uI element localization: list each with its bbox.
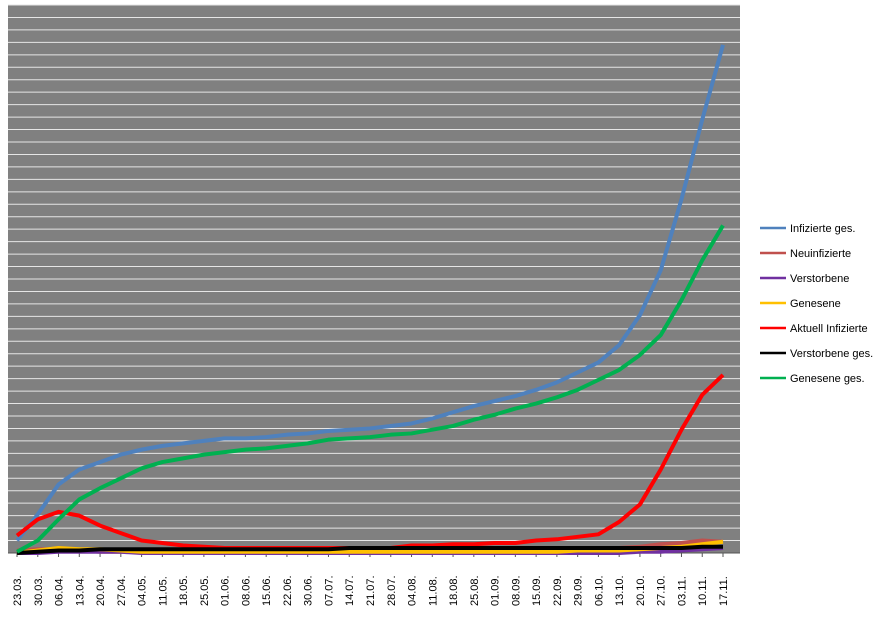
x-tick-label: 22.06. (282, 575, 294, 606)
legend-label: Verstorbene (790, 273, 849, 285)
x-tick-label: 20.04. (95, 575, 107, 606)
x-tick-label: 28.07. (386, 575, 398, 606)
legend-label: Neuinfizierte (790, 248, 851, 260)
x-tick-label: 08.06. (240, 575, 252, 606)
x-tick-label: 21.07. (365, 575, 377, 606)
legend-label: Genesene ges. (790, 373, 865, 385)
x-tick-label: 23.03. (12, 575, 24, 606)
x-tick-label: 27.04. (116, 575, 128, 606)
series-line (15, 44, 725, 542)
x-tick-label: 11.05. (157, 576, 169, 606)
x-tick-label: 15.09. (531, 575, 543, 606)
x-tick-label: 15.06. (261, 575, 273, 606)
x-tick-label: 22.09. (552, 575, 564, 606)
x-tick-label: 01.06. (220, 575, 232, 606)
legend-label: Aktuell Infizierte (790, 323, 868, 335)
x-tick-label: 08.09. (510, 575, 522, 606)
x-tick-label: 03.11. (676, 576, 688, 606)
series-line (16, 539, 724, 555)
x-tick-label: 04.08. (407, 575, 419, 606)
x-tick-label: 18.05. (178, 575, 190, 606)
x-tick-label: 25.08. (469, 575, 481, 606)
x-tick-label: 20.10. (635, 575, 647, 606)
x-tick-label: 06.10. (593, 575, 605, 606)
legend-label: Verstorbene ges. (790, 348, 873, 360)
x-tick-label: 30.06. (303, 575, 315, 606)
x-tick-label: 17.11. (718, 576, 730, 606)
series-line (16, 544, 723, 555)
legend-label: Infizierte ges. (790, 223, 855, 235)
x-tick-label: 29.09. (573, 575, 585, 606)
x-tick-label: 06.04. (54, 575, 66, 606)
x-tick-label: 07.07. (323, 575, 335, 606)
series-line (16, 224, 725, 554)
x-tick-label: 18.08. (448, 575, 460, 606)
x-tick-label: 27.10. (656, 575, 668, 606)
x-tick-label: 01.09. (490, 575, 502, 606)
x-tick-label: 11.08. (427, 576, 439, 606)
x-tick-label: 10.11. (697, 576, 709, 606)
x-tick-label: 14.07. (344, 575, 356, 606)
x-tick-label: 13.10. (614, 575, 626, 606)
x-tick-label: 04.05. (137, 575, 149, 606)
x-tick-label: 25.05. (199, 575, 211, 606)
x-tick-label: 13.04. (74, 575, 86, 606)
x-tick-label: 30.03. (33, 575, 45, 606)
legend-label: Genesene (790, 298, 841, 310)
